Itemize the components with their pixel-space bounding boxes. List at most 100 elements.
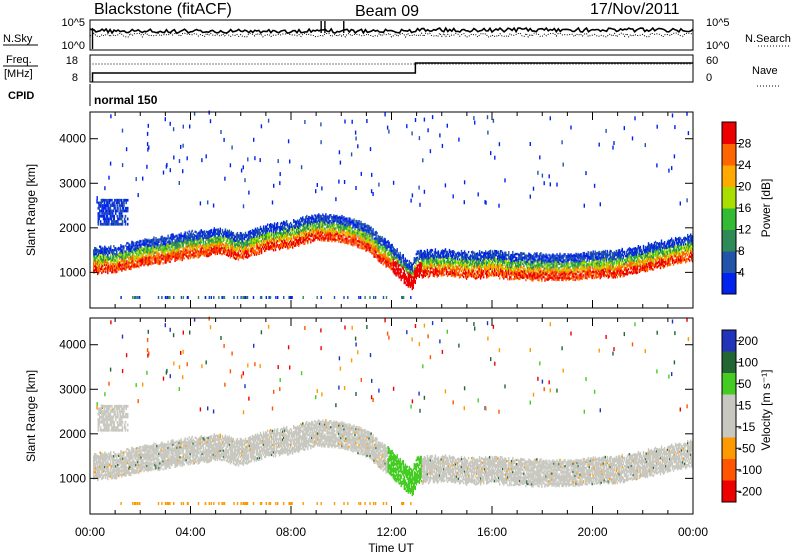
power-cell (426, 257, 429, 260)
power-cell (126, 262, 128, 265)
power-cell (157, 262, 159, 265)
power-cell (293, 237, 295, 240)
power-cell (152, 262, 154, 265)
power-cell (241, 254, 244, 257)
power-cell (334, 217, 336, 221)
power-cell (240, 248, 243, 251)
power-cell (317, 222, 319, 225)
power-cell (394, 271, 396, 274)
power-cell (190, 235, 192, 238)
power-cell (485, 260, 487, 263)
power-cell (186, 231, 188, 234)
power-cell (105, 250, 107, 254)
power-cell (127, 265, 129, 269)
power-cell (428, 252, 431, 256)
power-cell (149, 258, 151, 261)
power-cell (347, 220, 349, 223)
power-cell (170, 246, 172, 249)
power-cell (244, 239, 247, 242)
power-cell (448, 257, 451, 260)
power-cell (212, 243, 214, 246)
power-cell (477, 271, 480, 275)
power-cell (168, 258, 170, 261)
power-cell (230, 238, 233, 241)
power-cell (451, 264, 454, 267)
power-cell (241, 238, 244, 241)
power-cell (413, 261, 415, 264)
power-cell (238, 254, 241, 257)
power-cell (106, 255, 108, 259)
power-cell (299, 228, 301, 232)
power-cell (393, 257, 395, 261)
power-cell (135, 241, 137, 244)
power-cell (240, 236, 243, 239)
power-cell (281, 245, 283, 249)
power-cell (444, 264, 447, 267)
power-cell (231, 238, 234, 241)
power-cell (118, 264, 120, 268)
power-cell (494, 255, 496, 259)
power-cell (393, 253, 395, 257)
power-cell (122, 267, 124, 270)
power-cell (426, 267, 429, 270)
power-cell (347, 230, 349, 233)
power-cell (439, 264, 442, 267)
power-cell (321, 219, 323, 222)
power-cell (428, 256, 431, 260)
power-cell (348, 217, 350, 220)
power-cell (124, 256, 126, 259)
power-cell (103, 268, 105, 271)
power-cell (194, 244, 196, 247)
power-cell (395, 262, 397, 265)
power-cell (483, 274, 485, 277)
power-cell (237, 254, 240, 257)
power-cell (360, 224, 362, 228)
power-cell (116, 254, 118, 257)
power-cell (235, 233, 238, 236)
power-cell (128, 253, 130, 256)
power-cell (366, 246, 368, 249)
power-cell (246, 250, 249, 253)
power-cell (305, 234, 307, 237)
power-cell (125, 250, 127, 253)
power-cell (205, 234, 207, 237)
power-cell (206, 253, 208, 256)
power-cell (446, 250, 449, 254)
power-cell (151, 253, 153, 256)
power-cell (114, 248, 116, 252)
power-cell (193, 252, 195, 255)
power-cell (435, 257, 438, 260)
power-cell (219, 239, 221, 242)
power-cell (243, 242, 246, 245)
power-cell (412, 278, 414, 281)
power-cell (151, 261, 153, 264)
power-cell (396, 258, 398, 261)
power-cell (234, 247, 237, 250)
power-cell (462, 251, 465, 255)
power-cell (295, 244, 297, 247)
power-cell (407, 283, 409, 286)
power-cell (181, 234, 183, 238)
power-cell (403, 259, 405, 263)
power-cell (387, 244, 389, 247)
power-cell (494, 249, 496, 253)
power-cell (94, 263, 96, 266)
power-cell (101, 265, 103, 269)
power-cell (144, 240, 146, 243)
power-cell (253, 239, 256, 242)
power-cell (364, 229, 366, 232)
power-cell (496, 268, 498, 271)
power-cell (137, 254, 139, 258)
power-cell (243, 244, 246, 247)
power-cell (404, 263, 406, 266)
power-cell (210, 238, 212, 242)
power-cell (172, 235, 174, 238)
power-cell (350, 239, 352, 242)
power-cell (423, 268, 426, 271)
power-cell (220, 238, 223, 242)
power-cell (134, 265, 136, 268)
power-cell (283, 228, 285, 231)
power-cell (427, 270, 430, 273)
power-cell (93, 259, 95, 262)
power-cell (193, 256, 195, 259)
